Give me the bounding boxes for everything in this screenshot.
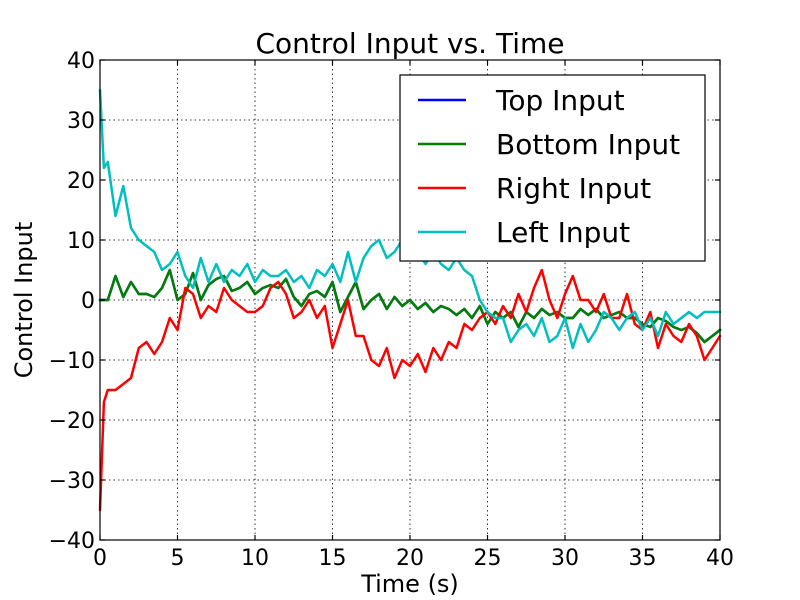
legend-box bbox=[399, 74, 706, 262]
y-tick-label: 10 bbox=[67, 229, 95, 254]
y-tick-label: 40 bbox=[67, 49, 95, 74]
legend-label: Bottom Input bbox=[496, 128, 680, 161]
legend-label: Right Input bbox=[496, 172, 651, 205]
series-line-3 bbox=[98, 268, 722, 512]
y-tick-label: −10 bbox=[49, 349, 95, 374]
y-tick-label: 20 bbox=[67, 169, 95, 194]
x-tick-label: 25 bbox=[474, 546, 502, 571]
x-tick-labels: 0 5 10 15 20 25 30 35 40 bbox=[93, 546, 734, 571]
chart-title: Control Input vs. Time bbox=[256, 27, 565, 60]
plot-frame bbox=[99, 59, 721, 541]
legend-label: Top Input bbox=[495, 84, 625, 117]
y-tick-label: 0 bbox=[81, 289, 95, 314]
x-tick-label: 40 bbox=[706, 546, 734, 571]
y-tick-label: −30 bbox=[49, 469, 95, 494]
legend-label: Left Input bbox=[496, 216, 630, 249]
x-axis-label: Time (s) bbox=[360, 570, 459, 598]
legend: Top Input Bottom Input Right Input Left Inp… bbox=[399, 74, 706, 262]
x-tick-label: 15 bbox=[319, 546, 347, 571]
x-tick-label: 35 bbox=[629, 546, 657, 571]
x-tick-label: 10 bbox=[241, 546, 269, 571]
y-tick-label: 30 bbox=[67, 109, 95, 134]
x-tick-label: 30 bbox=[551, 546, 579, 571]
x-tick-label: 5 bbox=[171, 546, 185, 571]
x-tick-label: 20 bbox=[396, 546, 424, 571]
y-tick-label: −40 bbox=[49, 529, 95, 554]
x-tick-label: 0 bbox=[93, 546, 107, 571]
series-line-2 bbox=[98, 268, 722, 344]
y-tick-label: −20 bbox=[49, 409, 95, 434]
y-axis-label: Control Input bbox=[10, 222, 38, 379]
y-tick-labels: −40 −30 −20 −10 0 10 20 30 40 bbox=[49, 49, 95, 554]
